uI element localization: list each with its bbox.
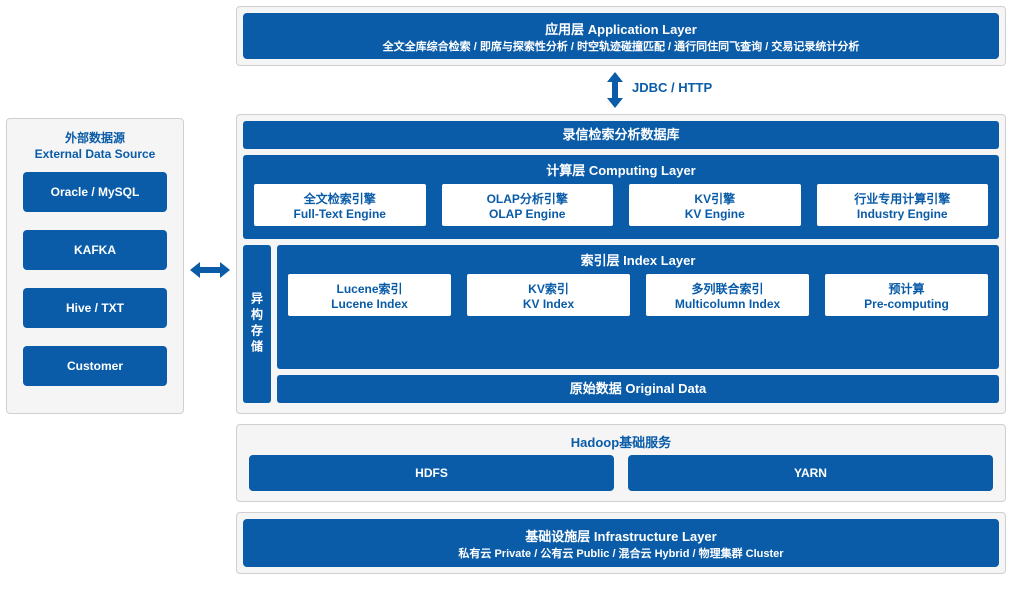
hetero-storage-box: 异构存储 xyxy=(243,245,271,403)
external-to-db-arrow-icon xyxy=(190,260,230,280)
external-item-customer: Customer xyxy=(23,346,167,386)
engine-fulltext-cn: 全文检索引擎 xyxy=(304,190,376,207)
application-layer-title: 应用层 Application Layer xyxy=(545,19,697,38)
engine-fulltext: 全文检索引擎 Full-Text Engine xyxy=(253,183,427,227)
application-layer-subtitle: 全文全库综合检索 / 即席与探索性分析 / 时空轨迹碰撞匹配 / 通行同住同飞查… xyxy=(383,38,860,54)
index-layer-box: 索引层 Index Layer Lucene索引 Lucene Index KV… xyxy=(277,245,999,369)
index-kv: KV索引 KV Index xyxy=(466,273,631,317)
external-data-title: 外部数据源 External Data Source xyxy=(13,125,177,172)
index-multicolumn: 多列联合索引 Multicolumn Index xyxy=(645,273,810,317)
hadoop-panel: Hadoop基础服务 HDFS YARN xyxy=(236,424,1006,502)
engine-industry-cn: 行业专用计算引擎 xyxy=(854,190,950,207)
engine-olap: OLAP分析引擎 OLAP Engine xyxy=(441,183,615,227)
engine-kv: KV引擎 KV Engine xyxy=(628,183,802,227)
db-right-stack: 索引层 Index Layer Lucene索引 Lucene Index KV… xyxy=(277,245,999,403)
index-kv-cn: KV索引 xyxy=(528,280,569,297)
external-data-title-cn: 外部数据源 xyxy=(13,131,177,147)
infrastructure-title: 基础设施层 Infrastructure Layer xyxy=(525,526,716,545)
computing-layer-box: 计算层 Computing Layer 全文检索引擎 Full-Text Eng… xyxy=(243,155,999,239)
computing-engines-row: 全文检索引擎 Full-Text Engine OLAP分析引擎 OLAP En… xyxy=(253,183,989,227)
index-precomputing-en: Pre-computing xyxy=(864,297,949,311)
application-layer-panel: 应用层 Application Layer 全文全库综合检索 / 即席与探索性分… xyxy=(236,6,1006,66)
index-lucene-en: Lucene Index xyxy=(331,297,408,311)
external-data-title-en: External Data Source xyxy=(13,147,177,163)
index-precomputing-cn: 预计算 xyxy=(888,280,924,297)
computing-layer-title: 计算层 Computing Layer xyxy=(253,159,989,183)
index-precomputing: 预计算 Pre-computing xyxy=(824,273,989,317)
external-data-panel: 外部数据源 External Data Source Oracle / MySQ… xyxy=(6,118,184,414)
engine-kv-cn: KV引擎 xyxy=(694,190,735,207)
index-lucene: Lucene索引 Lucene Index xyxy=(287,273,452,317)
engine-industry: 行业专用计算引擎 Industry Engine xyxy=(816,183,990,227)
engine-olap-en: OLAP Engine xyxy=(489,207,565,221)
hadoop-row: HDFS YARN xyxy=(243,455,999,491)
hadoop-yarn: YARN xyxy=(628,455,993,491)
index-items-row: Lucene索引 Lucene Index KV索引 KV Index 多列联合… xyxy=(287,273,989,317)
index-kv-en: KV Index xyxy=(523,297,574,311)
engine-kv-en: KV Engine xyxy=(685,207,745,221)
database-title: 录信检索分析数据库 xyxy=(243,121,999,149)
engine-fulltext-en: Full-Text Engine xyxy=(294,207,386,221)
external-item-oracle: Oracle / MySQL xyxy=(23,172,167,212)
jdbc-arrow-icon xyxy=(605,72,625,108)
database-panel: 录信检索分析数据库 计算层 Computing Layer 全文检索引擎 Ful… xyxy=(236,114,1006,414)
infrastructure-panel: 基础设施层 Infrastructure Layer 私有云 Private /… xyxy=(236,512,1006,574)
index-lucene-cn: Lucene索引 xyxy=(336,280,402,297)
hadoop-title: Hadoop基础服务 xyxy=(243,431,999,455)
jdbc-label: JDBC / HTTP xyxy=(632,80,712,95)
db-lower-row: 异构存储 索引层 Index Layer Lucene索引 Lucene Ind… xyxy=(243,245,999,403)
index-multicolumn-en: Multicolumn Index xyxy=(675,297,780,311)
infrastructure-box: 基础设施层 Infrastructure Layer 私有云 Private /… xyxy=(243,519,999,567)
engine-olap-cn: OLAP分析引擎 xyxy=(487,190,568,207)
external-item-hive: Hive / TXT xyxy=(23,288,167,328)
hadoop-hdfs: HDFS xyxy=(249,455,614,491)
engine-industry-en: Industry Engine xyxy=(857,207,948,221)
index-multicolumn-cn: 多列联合索引 xyxy=(691,280,763,297)
infrastructure-subtitle: 私有云 Private / 公有云 Public / 混合云 Hybrid / … xyxy=(458,545,783,561)
index-layer-title: 索引层 Index Layer xyxy=(287,249,989,273)
original-data-box: 原始数据 Original Data xyxy=(277,375,999,403)
external-item-kafka: KAFKA xyxy=(23,230,167,270)
application-layer-box: 应用层 Application Layer 全文全库综合检索 / 即席与探索性分… xyxy=(243,13,999,59)
